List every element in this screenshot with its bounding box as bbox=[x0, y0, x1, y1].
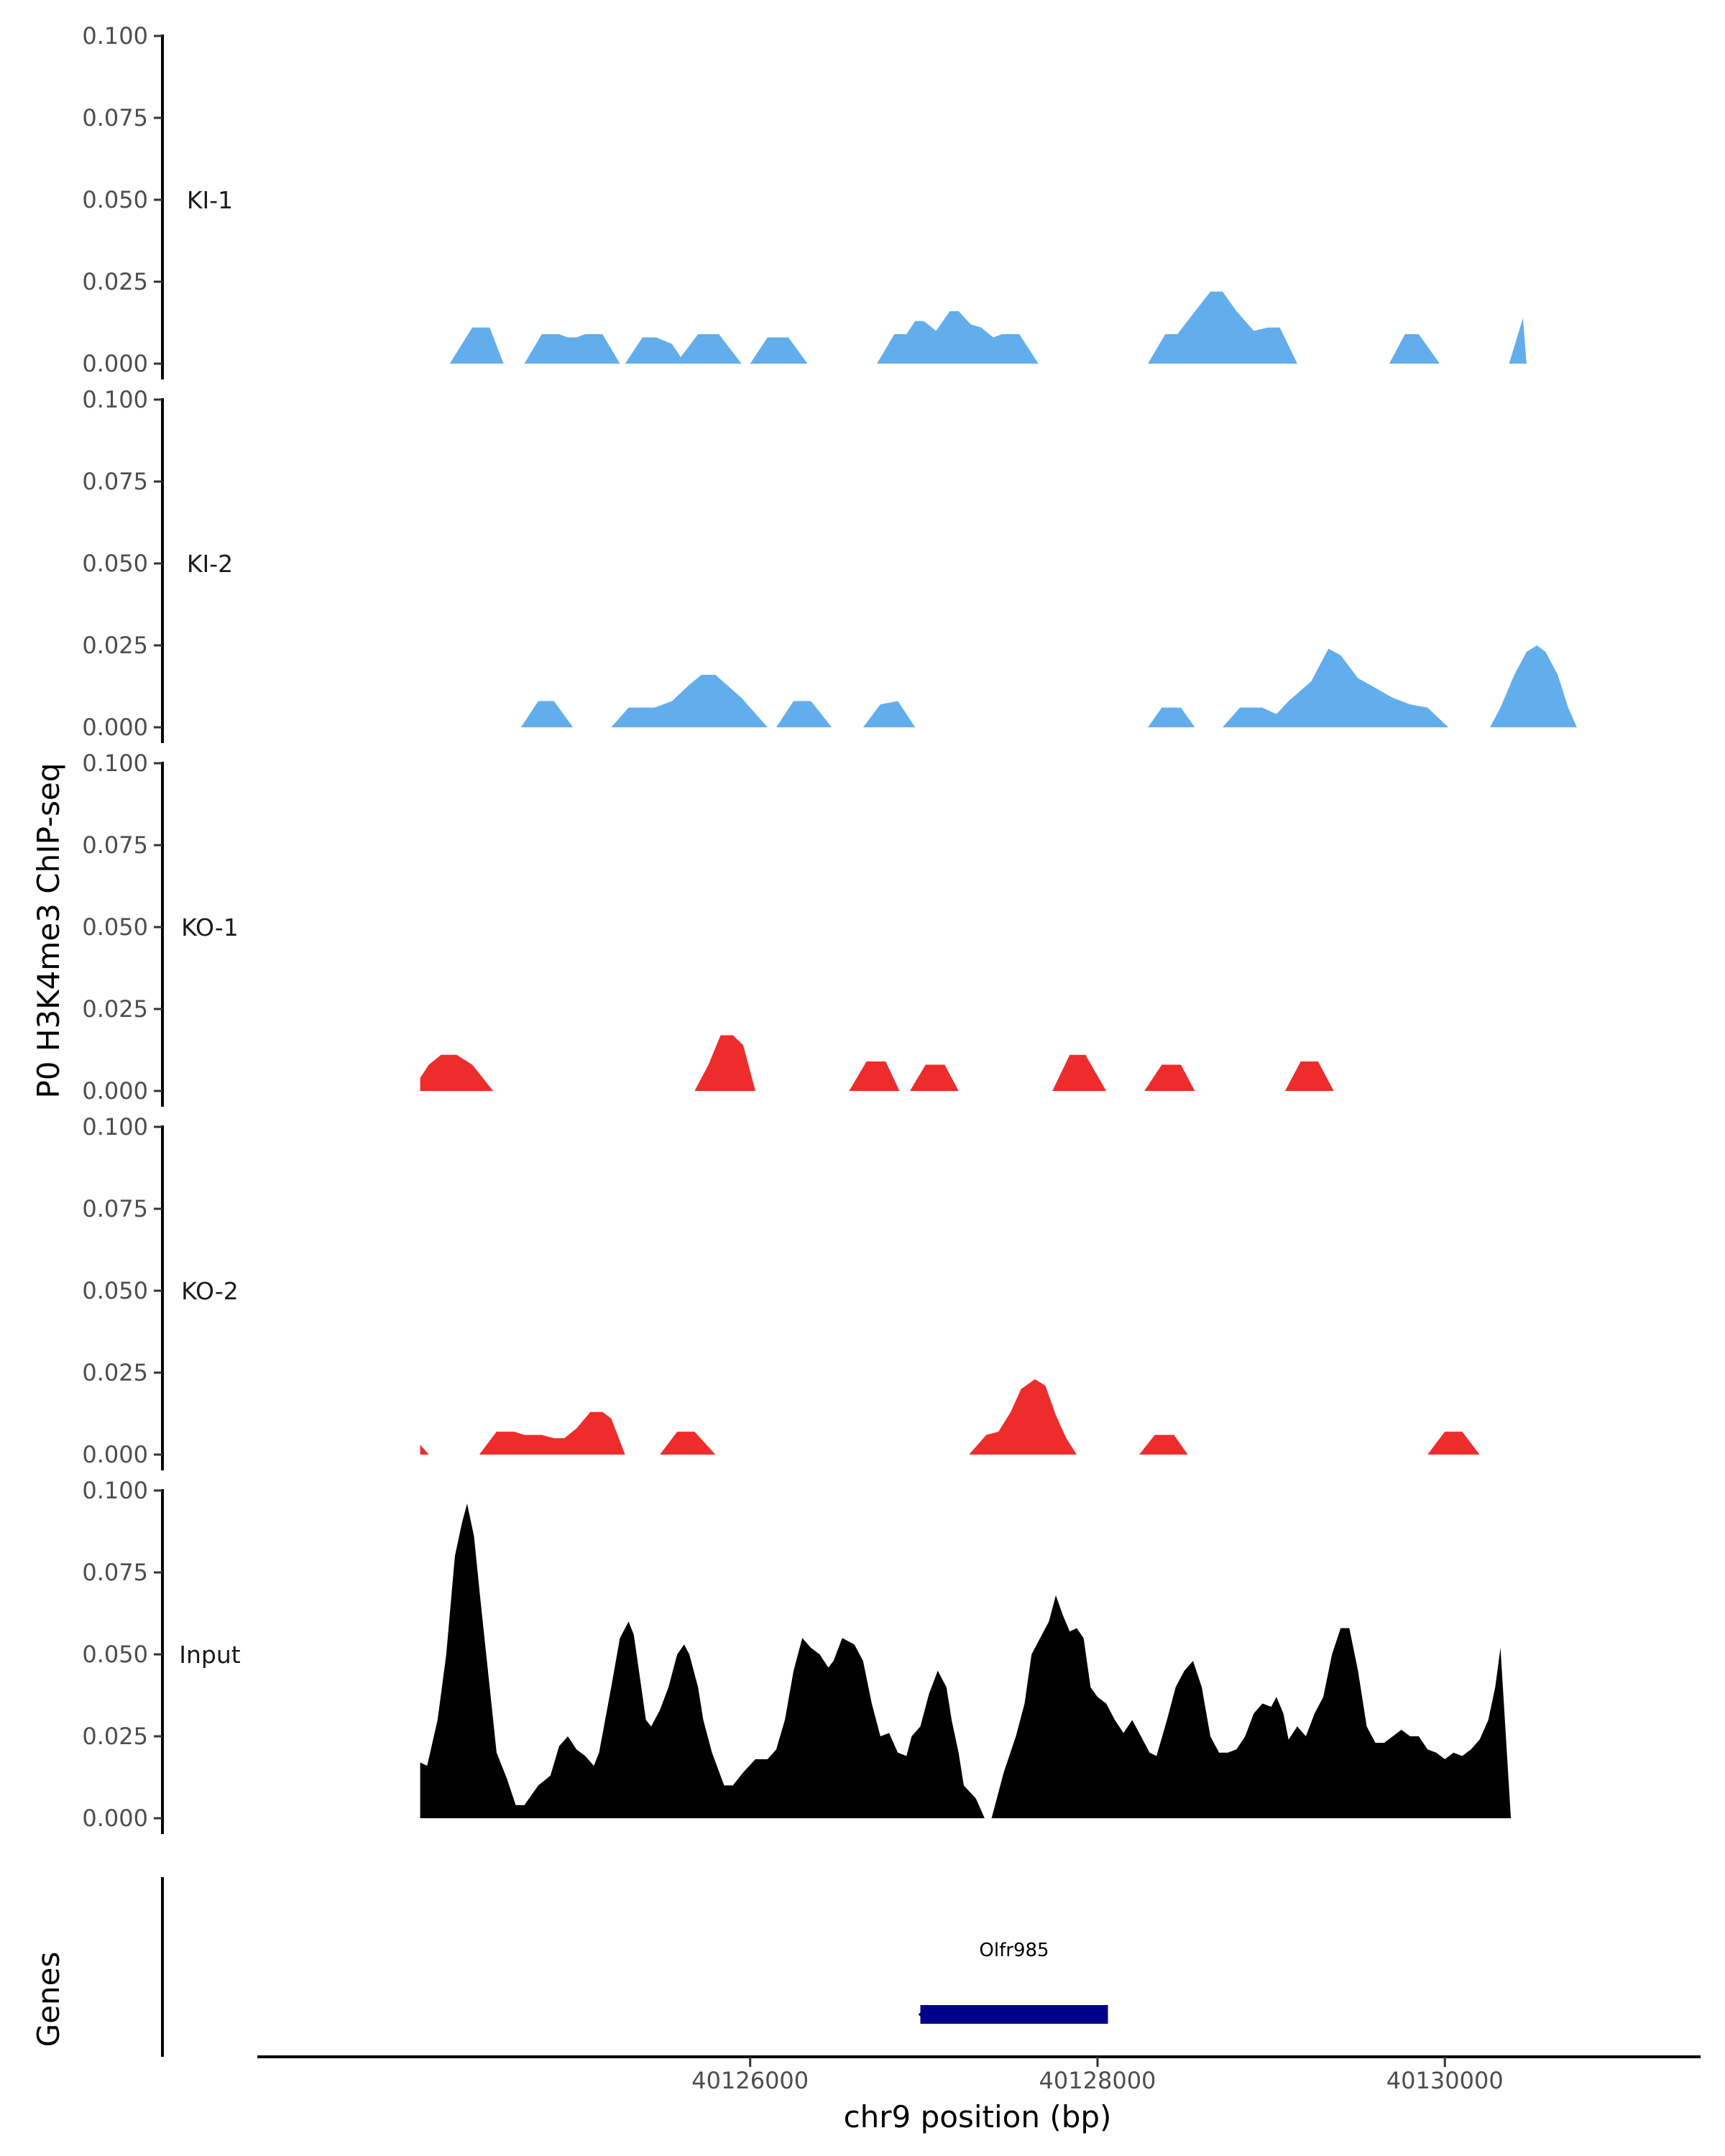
gene-label: Olfr985 bbox=[979, 1940, 1049, 1961]
y-tick-label: 0.050 bbox=[82, 913, 148, 941]
gene-strand-arrow bbox=[918, 2006, 929, 2023]
track-ki-1: 0.000 0.025 0.050 0.075 0.100 KI-1 bbox=[82, 22, 1527, 379]
track-ki-2: 0.000 0.025 0.050 0.075 0.100 KI-2 bbox=[82, 386, 1577, 743]
y-tick-label: 0.025 bbox=[82, 1359, 148, 1386]
y-tick-label: 0.100 bbox=[82, 750, 148, 777]
y-tick-label: 0.050 bbox=[82, 186, 148, 213]
y-tick-label: 0.050 bbox=[82, 1277, 148, 1304]
signal-area-ko-1 bbox=[420, 1035, 1334, 1091]
track-panels: 0.0000.0250.0500.0750.100KI-10.0000.0250… bbox=[82, 22, 1577, 1834]
y-tick-label: 0.050 bbox=[82, 550, 148, 577]
track-label: KO-1 bbox=[181, 913, 239, 941]
gene-body bbox=[920, 2005, 1108, 2024]
x-tick-label: 40126000 bbox=[691, 2067, 809, 2094]
y-tick-label: 0.075 bbox=[82, 468, 148, 495]
track-label: KI-1 bbox=[187, 186, 233, 214]
signal-area-ki-2 bbox=[520, 645, 1577, 727]
genes-axis-title: Genes bbox=[31, 1952, 66, 2047]
genes-panel: Olfr985 bbox=[161, 1877, 1108, 2057]
x-tick-label: 40130000 bbox=[1386, 2067, 1504, 2094]
track-label: KO-2 bbox=[181, 1277, 239, 1305]
y-tick-label: 0.000 bbox=[82, 714, 148, 741]
x-axis-title: chr9 position (bp) bbox=[844, 2099, 1112, 2134]
y-tick-label: 0.075 bbox=[82, 831, 148, 859]
x-axis: 40126000 40128000 40130000 bbox=[257, 2055, 1701, 2094]
y-tick-label: 0.050 bbox=[82, 1641, 148, 1668]
y-tick-label: 0.100 bbox=[82, 22, 148, 50]
y-tick-label: 0.075 bbox=[82, 1559, 148, 1586]
track-input: 0.000 0.025 0.050 0.075 0.100 Input bbox=[82, 1477, 1512, 1834]
signal-area-ki-1 bbox=[449, 291, 1527, 364]
y-tick-label: 0.100 bbox=[82, 386, 148, 413]
y-tick-label: 0.100 bbox=[82, 1477, 148, 1504]
y-tick-label: 0.100 bbox=[82, 1113, 148, 1141]
y-tick-label: 0.075 bbox=[82, 1195, 148, 1222]
y-tick-label: 0.025 bbox=[82, 1723, 148, 1750]
y-tick-label: 0.025 bbox=[82, 268, 148, 295]
track-label: Input bbox=[179, 1641, 241, 1669]
x-tick-label: 40128000 bbox=[1039, 2067, 1156, 2094]
y-tick-label: 0.000 bbox=[82, 1077, 148, 1105]
signal-area-ko-2 bbox=[420, 1379, 1480, 1455]
y-tick-label: 0.075 bbox=[82, 104, 148, 132]
track-ko-2: 0.000 0.025 0.050 0.075 0.100 KO-2 bbox=[82, 1113, 1480, 1470]
y-tick-label: 0.000 bbox=[82, 350, 148, 377]
y-tick-label: 0.000 bbox=[82, 1805, 148, 1832]
y-tick-label: 0.025 bbox=[82, 632, 148, 659]
signal-area-input bbox=[420, 1503, 1512, 1818]
y-axis-title: P0 H3K4me3 ChIP-seq bbox=[31, 763, 66, 1098]
track-ko-1: 0.000 0.025 0.050 0.075 0.100 KO-1 bbox=[82, 750, 1334, 1107]
y-tick-label: 0.025 bbox=[82, 995, 148, 1023]
y-tick-label: 0.000 bbox=[82, 1441, 148, 1468]
track-label: KI-2 bbox=[187, 550, 233, 578]
